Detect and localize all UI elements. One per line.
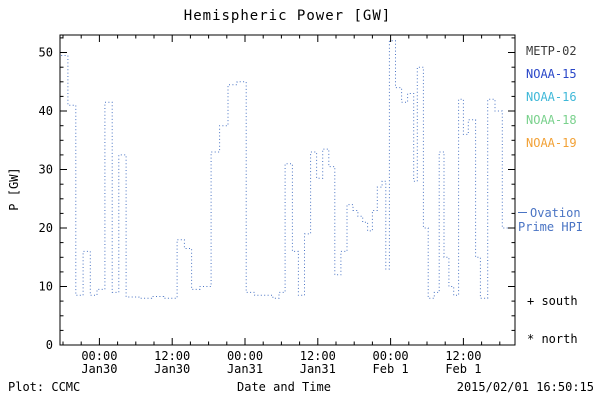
- legend-satellite-noaa-16: NOAA-16: [526, 90, 577, 104]
- x-tick-time-label: 00:00: [373, 349, 409, 363]
- x-tick-date-label: Jan30: [81, 362, 117, 376]
- y-tick-label: 20: [39, 221, 53, 235]
- chart-title: Hemispheric Power [GW]: [183, 8, 392, 24]
- y-tick-label: 30: [39, 163, 53, 177]
- axes-frame: [59, 34, 516, 346]
- plot-source-label: Plot: CCMC: [8, 380, 81, 394]
- plot-timestamp: 2015/02/01 16:50:15: [456, 380, 594, 394]
- legend-marker-south: + south: [527, 294, 578, 308]
- legend-satellite-noaa-15: NOAA-15: [526, 67, 577, 81]
- series-note-line1: Ovation: [518, 206, 583, 220]
- series-note: Ovation Prime HPI: [518, 206, 583, 234]
- x-tick-time-label: 12:00: [300, 349, 336, 363]
- legend-satellite-metp-02: METP-02: [526, 44, 577, 58]
- y-axis-label: P [GW]: [7, 167, 21, 211]
- y-tick-label: 0: [46, 338, 53, 352]
- legend-satellite-noaa-18: NOAA-18: [526, 113, 577, 127]
- x-tick-time-label: 00:00: [81, 349, 117, 363]
- x-tick-time-label: 12:00: [445, 349, 481, 363]
- line-sample-icon: [518, 212, 527, 213]
- y-tick-label: 50: [39, 46, 53, 60]
- x-axis-label: Date and Time: [237, 380, 331, 394]
- x-tick-time-label: 12:00: [154, 349, 190, 363]
- series-note-text1: Ovation: [530, 206, 581, 220]
- x-tick-date-label: Jan30: [154, 362, 190, 376]
- hpi-step-line: [61, 40, 509, 299]
- x-tick-date-label: Jan31: [227, 362, 263, 376]
- x-tick-date-label: Feb 1: [445, 362, 481, 376]
- series-note-line2: Prime HPI: [518, 220, 584, 234]
- x-tick-time-label: 00:00: [227, 349, 263, 363]
- y-tick-label: 10: [39, 280, 53, 294]
- legend-satellite-noaa-19: NOAA-19: [526, 136, 577, 150]
- x-tick-date-label: Jan31: [300, 362, 336, 376]
- legend-marker-north: * north: [527, 332, 578, 346]
- y-tick-label: 40: [39, 104, 53, 118]
- x-tick-date-label: Feb 1: [373, 362, 409, 376]
